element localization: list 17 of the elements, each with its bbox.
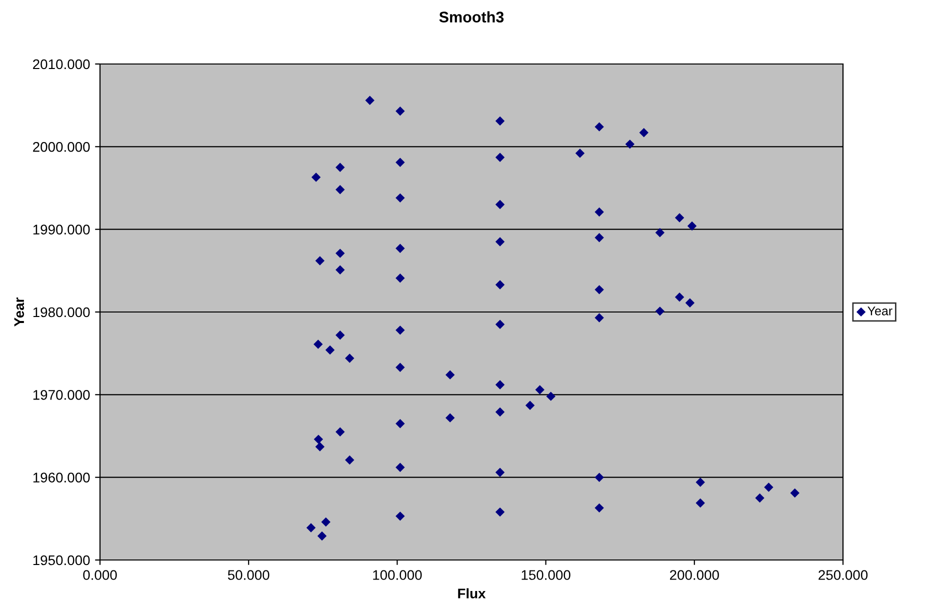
x-tick-label: 150.000 [522,570,570,580]
y-tick-label: 2000.000 [33,142,90,152]
y-tick-label: 1960.000 [33,472,90,483]
x-tick-label: 250.000 [818,570,868,580]
y-tick-label: 1980.000 [33,307,90,318]
y-tick-label: 2010.000 [33,59,90,70]
y-tick-label: 1950.000 [33,555,90,566]
y-tick-label: 1970.000 [33,390,90,400]
x-tick-label: 0.000 [83,570,117,580]
x-tick-label: 50.000 [228,570,270,580]
x-axis-title: Flux [458,588,486,598]
legend-label: Year [868,306,892,316]
y-tick-label: 1990.000 [33,224,90,235]
chart-title: Smooth3 [439,11,504,23]
x-tick-label: 200.000 [670,570,719,580]
x-tick-label: 100.000 [373,570,422,580]
y-axis-title: Year [14,298,24,326]
